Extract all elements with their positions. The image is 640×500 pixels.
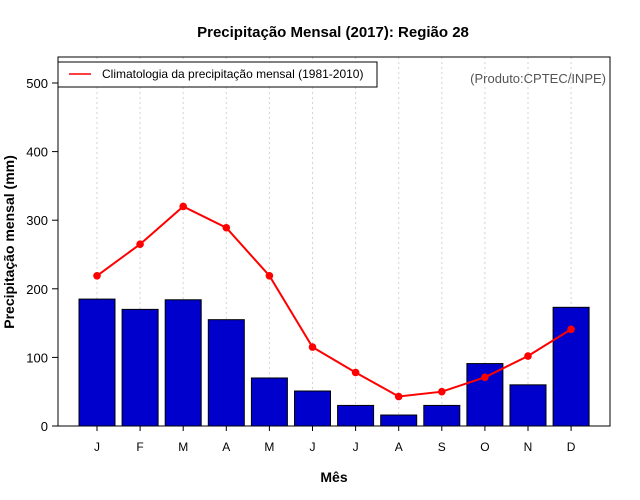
climatology-point: [222, 223, 231, 232]
plot-frame: [57, 56, 611, 427]
x-tick-label: J: [94, 440, 100, 454]
y-axis: 0 100 200 300 400 500: [26, 76, 58, 434]
bar: [250, 377, 288, 427]
climatology-point: [524, 352, 532, 360]
legend: Climatologia da precipitação mensal (198…: [57, 61, 378, 88]
bar: [164, 299, 202, 427]
climatology-point: [351, 368, 360, 377]
x-tick-label: M: [264, 440, 274, 454]
climatology-point: [438, 387, 446, 396]
climatology-series: [93, 202, 575, 401]
climatology-point: [567, 325, 575, 334]
bar: [552, 306, 590, 427]
x-tick-label: A: [395, 440, 403, 454]
x-axis-label: Mês: [320, 469, 347, 485]
bar: [466, 363, 504, 427]
x-tick-label: O: [480, 440, 489, 454]
x-tick-label: D: [567, 440, 576, 454]
legend-label: Climatologia da precipitação mensal (198…: [102, 67, 363, 81]
climatology-point: [179, 202, 187, 211]
x-tick-label: N: [524, 440, 533, 454]
x-tick-label: A: [222, 440, 230, 454]
y-tick-label: 100: [26, 350, 48, 365]
bar: [121, 308, 159, 427]
climatology-point: [93, 271, 101, 280]
climatology-point: [481, 373, 489, 382]
y-tick-label: 300: [26, 213, 48, 228]
grid-lines: [96, 57, 572, 426]
climatology-point: [136, 240, 144, 249]
climatology-point: [394, 392, 403, 401]
bar: [423, 404, 461, 427]
bar: [207, 319, 245, 427]
y-tick-label: 500: [26, 76, 48, 91]
x-tick-label: J: [310, 440, 316, 454]
bar: [78, 298, 116, 427]
climatology-point: [308, 343, 317, 351]
x-tick-label: J: [353, 440, 359, 454]
bar: [509, 384, 547, 427]
bar: [380, 414, 418, 427]
chart-title: Precipitação Mensal (2017): Região 28: [197, 24, 469, 41]
legend-box: [57, 61, 378, 88]
climatology-line: [96, 205, 572, 398]
bar: [294, 390, 331, 427]
bar: [337, 404, 375, 427]
source-note: (Produto:CPTEC/INPE): [470, 71, 606, 86]
x-tick-label: S: [438, 440, 446, 454]
y-tick-label: 0: [41, 419, 48, 434]
y-axis-label: Precipitação mensal (mm): [1, 155, 17, 329]
x-tick-label: F: [136, 440, 143, 454]
y-tick-label: 200: [26, 282, 48, 297]
y-tick-label: 400: [26, 145, 48, 160]
x-tick-label: M: [178, 440, 188, 454]
climatology-point: [265, 271, 274, 280]
